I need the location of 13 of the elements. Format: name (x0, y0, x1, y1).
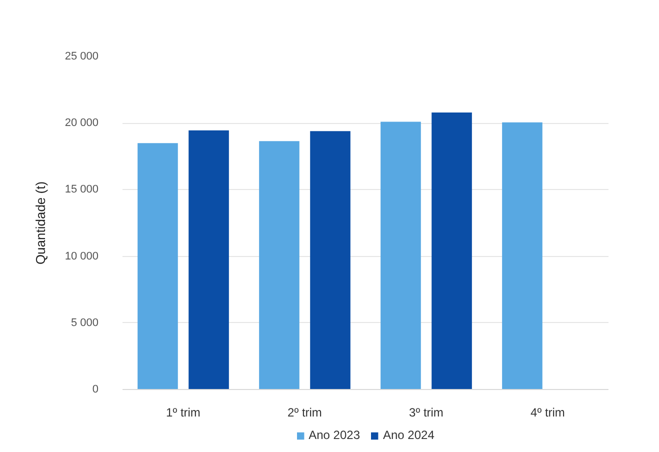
legend-label: Ano 2023 (308, 428, 360, 442)
y-tick-label: 15 000 (64, 184, 99, 196)
x-tick-label: 3º trim (409, 406, 444, 420)
x-tick-label: 4º trim (530, 406, 565, 420)
y-tick-label: 5 000 (70, 316, 99, 329)
y-tick-label: 0 (92, 384, 99, 396)
x-tick-label: 2º trim (288, 406, 322, 420)
legend-label: Ano 2024 (383, 428, 434, 442)
y-axis-title: Quantidade (t) (32, 181, 48, 265)
y-tick-label: 25 000 (64, 50, 99, 62)
x-tick-label: 1º trim (166, 406, 200, 420)
y-tick-label: 10 000 (64, 250, 99, 262)
y-tick-label: 20 000 (64, 117, 99, 130)
